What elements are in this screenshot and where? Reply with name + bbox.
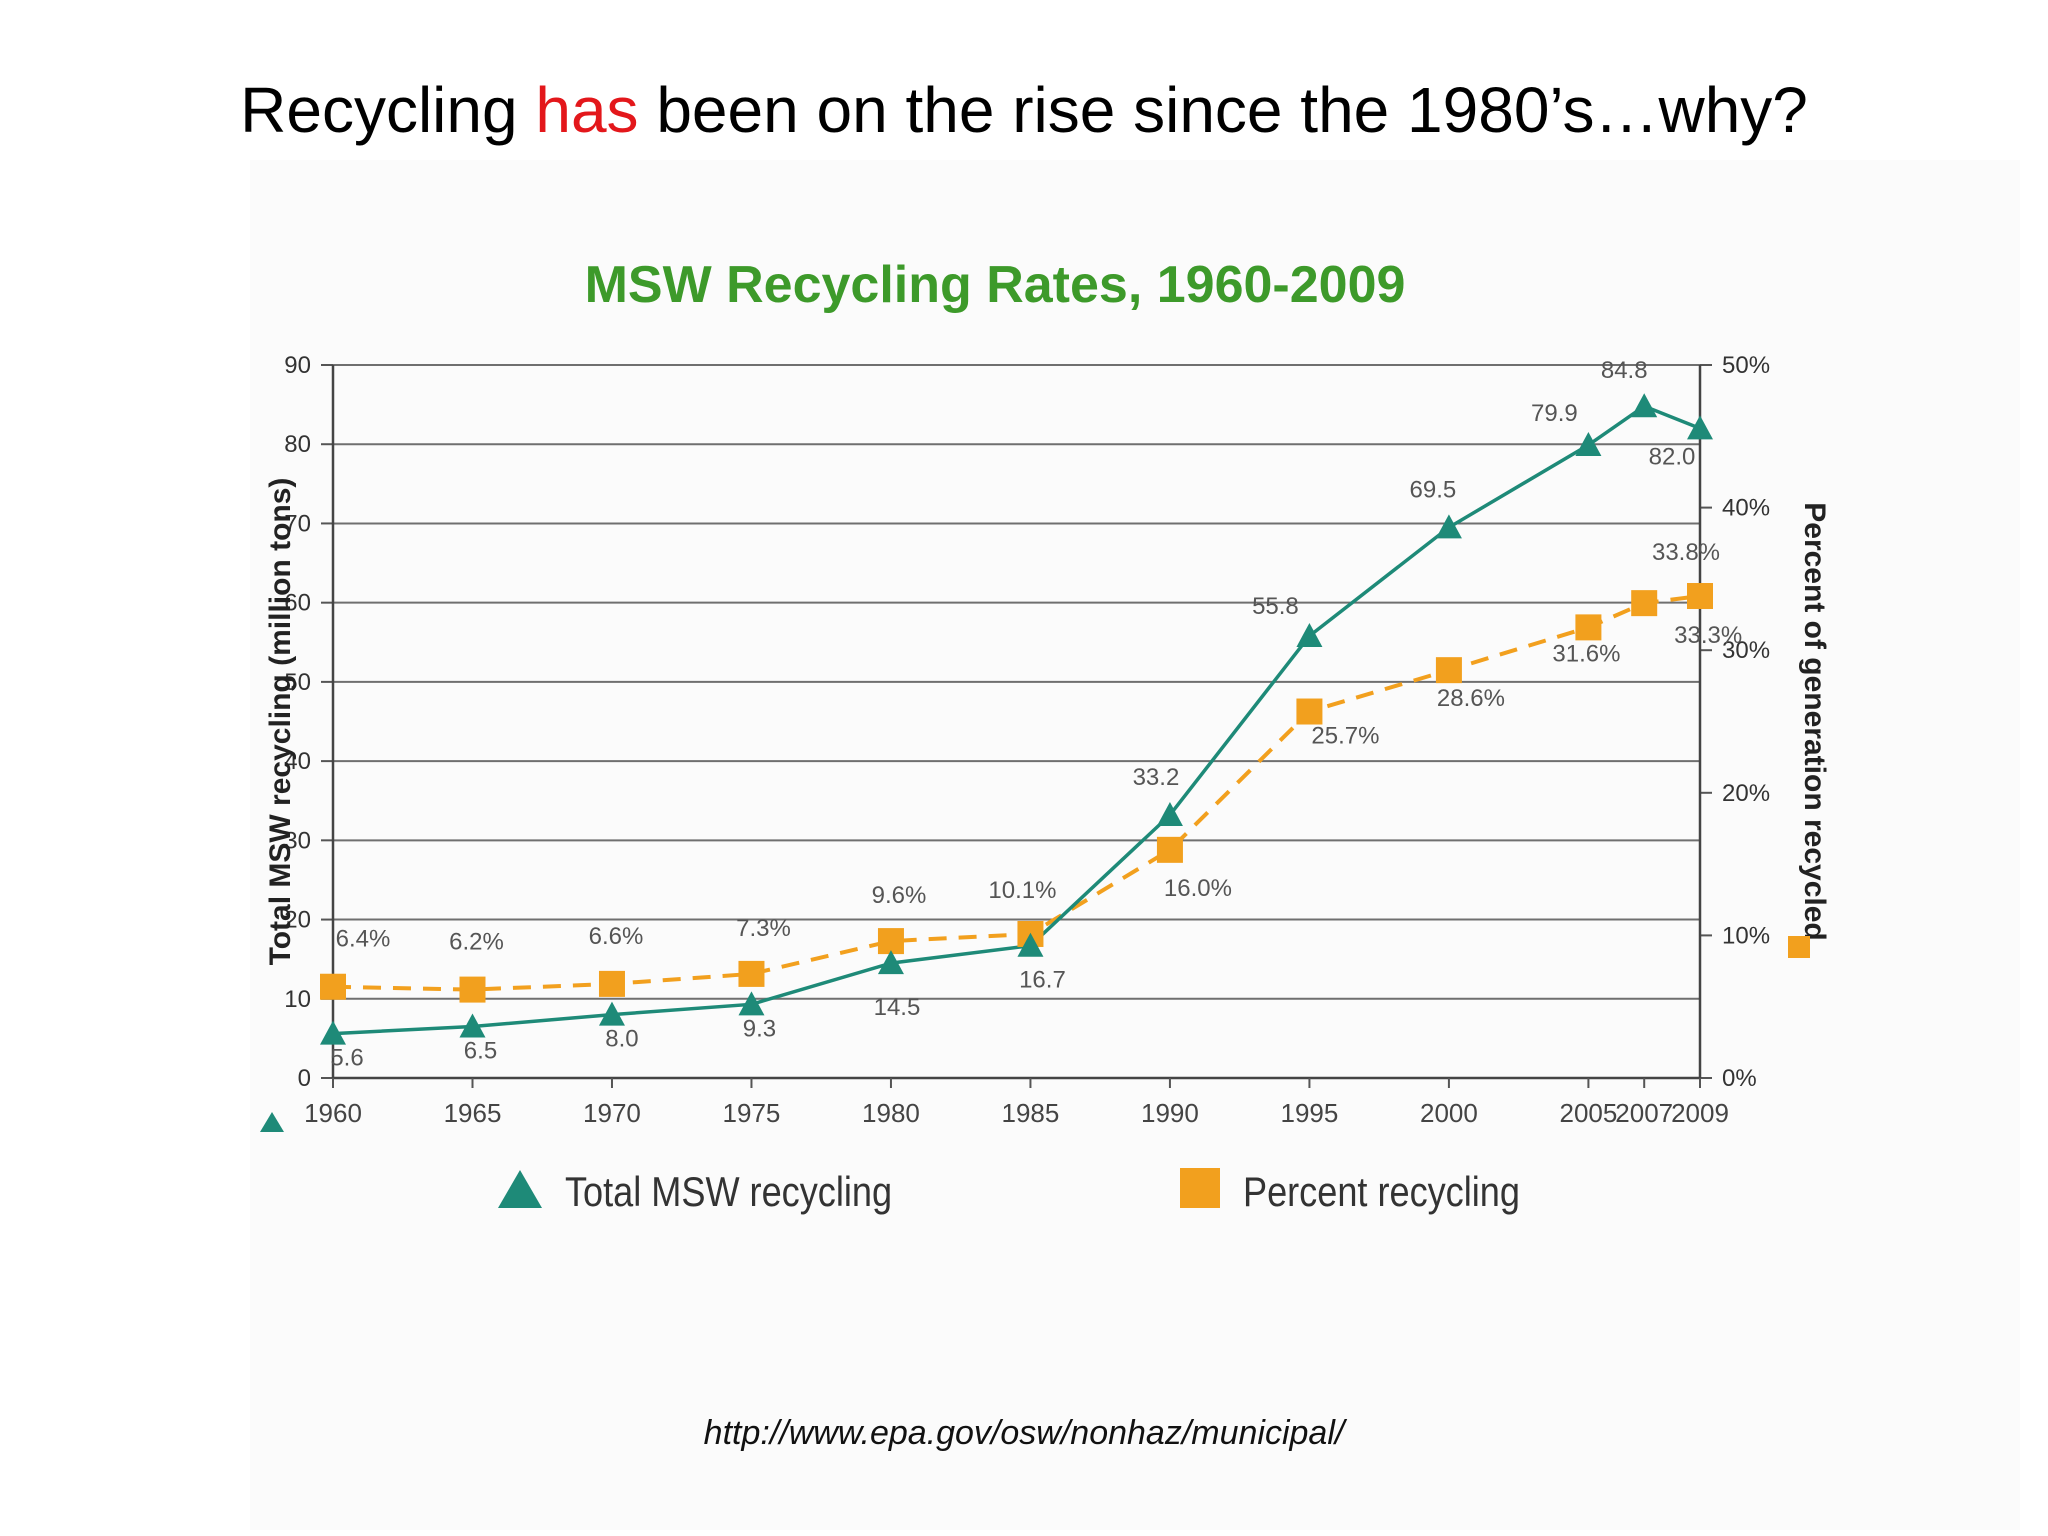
right-tick-label: 40% (1722, 495, 1770, 522)
total-msw-recycling-point (877, 950, 904, 975)
percent-recycling-point (877, 928, 904, 955)
title-part-after: been on the rise since the 1980’s…why? (638, 74, 1808, 146)
x-tick-label: 2009 (1671, 1098, 1729, 1128)
total-msw-recycling-point (1156, 801, 1183, 826)
percent-recycling-point (738, 960, 765, 987)
left-axis-title: Total MSW recycling (million tons) (264, 478, 297, 966)
percent-recycling-point (1296, 698, 1323, 725)
x-tick-label: 2007 (1615, 1098, 1673, 1128)
percent-data-label: 6.2% (449, 929, 504, 956)
left-tick-label: 70 (284, 510, 311, 537)
total-msw-recycling-point (1687, 415, 1713, 440)
x-tick-label: 1995 (1281, 1098, 1339, 1128)
percent-recycling-point (320, 973, 346, 1000)
x-tick-label: 1975 (723, 1098, 781, 1128)
legend-square-icon (1180, 1168, 1220, 1208)
total-msw-data-label: 84.8 (1601, 357, 1648, 384)
percent-data-label: 31.6% (1552, 640, 1620, 667)
x-tick-label: 1960 (304, 1098, 362, 1128)
percent-data-label: 25.7% (1311, 723, 1379, 750)
percent-recycling-point (459, 976, 486, 1003)
percent-data-label: 6.4% (336, 926, 391, 953)
right-axis-square-icon (1788, 936, 1810, 958)
right-axis-title: Percent of generation recycled (1798, 502, 1831, 941)
left-tick-label: 40 (284, 748, 311, 775)
percent-data-label: 33.8% (1652, 539, 1720, 566)
right-tick-label: 30% (1722, 637, 1770, 664)
right-tick-label: 10% (1722, 922, 1770, 949)
x-tick-label: 2000 (1420, 1098, 1478, 1128)
series-line-total-msw-recycling (332, 404, 1701, 1036)
left-tick-label: 0 (298, 1065, 311, 1092)
total-msw-data-label: 5.6 (330, 1045, 363, 1072)
percent-recycling-point (598, 970, 625, 997)
total-msw-data-label: 82.0 (1649, 443, 1696, 470)
total-msw-data-label: 79.9 (1531, 400, 1578, 427)
total-msw-data-label: 55.8 (1252, 593, 1299, 620)
legend-label-total-msw: Total MSW recycling (565, 1170, 892, 1216)
percent-recycling-point (1575, 614, 1602, 641)
total-msw-recycling-point (1631, 393, 1658, 418)
percent-recycling-point (1687, 583, 1713, 610)
total-msw-recycling-point (1017, 932, 1044, 957)
x-tick-label: 2005 (1559, 1098, 1617, 1128)
total-msw-recycling-point (1296, 622, 1323, 647)
legend-label-percent: Percent recycling (1243, 1170, 1520, 1216)
percent-data-label: 7.3% (736, 915, 791, 942)
left-tick-label: 20 (284, 907, 311, 934)
total-msw-data-label: 8.0 (605, 1026, 638, 1053)
percent-data-label: 6.6% (589, 923, 644, 950)
recycling-rates-chart: MSW Recycling Rates, 1960-2009 0 10 20 30 40 5… (260, 256, 1831, 1216)
percent-data-label: 28.6% (1437, 685, 1505, 712)
total-msw-data-label: 16.7 (1019, 967, 1066, 994)
series-line-percent-recycling (332, 594, 1701, 992)
total-msw-data-label: 14.5 (874, 994, 921, 1021)
right-tick-label: 0% (1722, 1065, 1757, 1092)
percent-recycling-point (1156, 836, 1183, 863)
x-tick-label: 1985 (1002, 1098, 1060, 1128)
left-tick-label: 60 (284, 590, 311, 617)
x-tick-label: 1990 (1141, 1098, 1199, 1128)
percent-data-label: 10.1% (988, 877, 1056, 904)
chart-title: MSW Recycling Rates, 1960-2009 (585, 256, 1406, 314)
left-axis-triangle-icon (260, 1112, 284, 1132)
chart-image: MSW Recycling Rates, 1960-2009 0 10 20 30 40 5… (250, 160, 2020, 1530)
x-tick-label: 1965 (444, 1098, 502, 1128)
source-url: http://www.epa.gov/osw/nonhaz/municipal/ (703, 1414, 1345, 1452)
percent-recycling-point (1631, 590, 1658, 617)
left-tick-label: 90 (284, 352, 311, 379)
total-msw-recycling-point (598, 1001, 625, 1026)
total-msw-recycling-point (320, 1020, 346, 1045)
total-msw-recycling-point (459, 1013, 486, 1038)
legend-triangle-icon (498, 1170, 542, 1208)
slide-title: Recycling has been on the rise since the… (0, 78, 2048, 142)
total-msw-data-label: 6.5 (464, 1038, 497, 1065)
total-msw-recycling-point (1575, 432, 1602, 457)
left-tick-label: 10 (284, 986, 311, 1013)
x-tick-label: 1970 (583, 1098, 641, 1128)
title-highlight-word: has (535, 74, 639, 146)
left-tick-label: 80 (284, 431, 311, 458)
percent-data-label: 16.0% (1164, 875, 1232, 902)
percent-recycling-point (1435, 657, 1462, 684)
total-msw-data-label: 9.3 (743, 1015, 776, 1042)
left-tick-label: 30 (284, 827, 311, 854)
x-tick-label: 1980 (862, 1098, 920, 1128)
total-msw-recycling-point (738, 991, 765, 1016)
left-tick-label: 50 (284, 669, 311, 696)
total-msw-recycling-point (1435, 514, 1462, 539)
right-tick-label: 20% (1722, 780, 1770, 807)
right-tick-label: 50% (1722, 352, 1770, 379)
total-msw-data-label: 33.2 (1133, 764, 1180, 791)
total-msw-data-label: 69.5 (1410, 476, 1457, 503)
title-part-before: Recycling (240, 74, 536, 146)
percent-data-label: 9.6% (872, 882, 927, 909)
percent-data-label: 33.3% (1674, 622, 1742, 649)
